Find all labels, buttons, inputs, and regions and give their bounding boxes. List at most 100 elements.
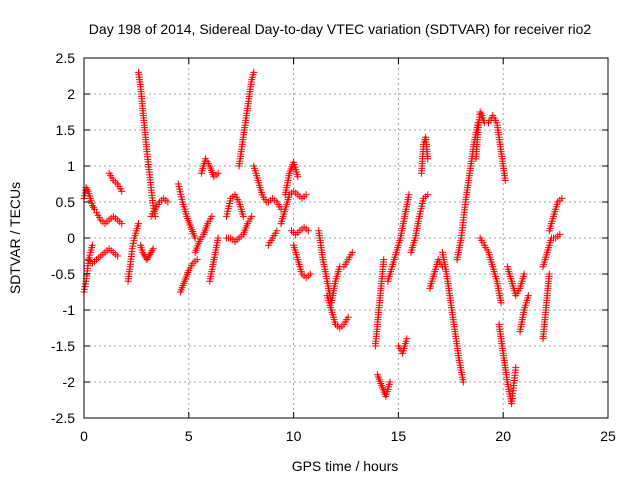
series-arc-27 — [340, 248, 356, 271]
series-arc-31 — [394, 335, 411, 357]
data-point — [424, 191, 432, 199]
series-arc-29 — [373, 371, 394, 400]
y-tick-label: -2.5 — [51, 410, 75, 426]
data-point — [114, 252, 122, 260]
chart-title: Day 198 of 2014, Sidereal Day-to-day VTE… — [89, 21, 592, 37]
x-tick-label: 15 — [391, 428, 407, 444]
y-tick-label: 2 — [67, 86, 75, 102]
data-point — [90, 205, 98, 213]
data-point — [344, 313, 352, 321]
data-point — [193, 256, 201, 264]
series-arc-41 — [503, 263, 528, 300]
data-point — [556, 230, 564, 238]
data-point — [148, 247, 156, 255]
data-point — [208, 212, 216, 220]
series-arc-13 — [197, 155, 222, 181]
series-arc-8 — [137, 241, 157, 264]
series-arc-10 — [174, 180, 199, 242]
data-point — [558, 194, 566, 202]
data-point — [147, 248, 155, 256]
y-tick-label: -1 — [63, 302, 76, 318]
data-point — [405, 191, 413, 199]
data-point — [239, 212, 247, 220]
series-arc-37 — [472, 108, 488, 163]
data-point — [88, 241, 96, 249]
series-arc-35 — [438, 248, 467, 386]
data-point — [476, 108, 484, 116]
data-point — [273, 227, 281, 235]
data-point — [134, 220, 142, 228]
series-arc-26 — [323, 292, 352, 332]
data-point — [512, 364, 520, 372]
series-arc-43 — [539, 270, 553, 343]
grid-lines — [84, 58, 608, 418]
data-point — [304, 227, 312, 235]
data-point — [118, 220, 126, 228]
data-point — [214, 234, 222, 242]
series-arc-25 — [315, 227, 344, 307]
series-arc-6 — [124, 220, 142, 285]
data-point — [164, 198, 172, 206]
y-tick-label: 0.5 — [56, 194, 76, 210]
data-point — [520, 270, 528, 278]
axis-ticks — [83, 57, 609, 419]
data-point — [118, 187, 126, 195]
data-point — [214, 169, 222, 177]
data-point — [424, 155, 432, 163]
series-arc-14 — [206, 234, 222, 285]
series-arc-20 — [264, 227, 281, 249]
series-arc-30 — [384, 191, 413, 285]
data-point — [294, 173, 302, 181]
x-axis-label: GPS time / hours — [292, 458, 399, 474]
data-point — [386, 378, 394, 386]
series-arc-9 — [147, 194, 172, 220]
data-point — [380, 256, 388, 264]
series-arc-16 — [223, 191, 247, 220]
series-arc-38 — [485, 112, 509, 184]
data-point — [545, 270, 553, 278]
y-tick-label: -0.5 — [51, 266, 75, 282]
series-arc-15 — [223, 212, 256, 246]
data-point — [459, 378, 467, 386]
y-tick-label: 0 — [67, 230, 75, 246]
data-point — [89, 203, 97, 211]
series-arc-2 — [80, 184, 98, 213]
series-arc-5 — [105, 169, 126, 195]
series-arc-32 — [407, 191, 432, 256]
y-tick-label: -2 — [63, 374, 76, 390]
series-arc-18 — [250, 162, 270, 206]
series-arc-3 — [84, 245, 122, 267]
data-point — [143, 256, 151, 264]
x-tick-label: 25 — [600, 428, 616, 444]
y-tick-label: 1 — [67, 158, 75, 174]
series-arc-7 — [134, 68, 159, 220]
x-tick-label: 20 — [495, 428, 511, 444]
data-point — [306, 270, 314, 278]
data-point — [88, 202, 96, 210]
data-point — [250, 68, 258, 76]
series-arc-28 — [371, 256, 388, 350]
series-arc-11 — [176, 256, 201, 296]
data-point — [248, 212, 256, 220]
series-arc-22 — [277, 187, 310, 228]
data-point — [145, 252, 153, 260]
series-arc-12 — [191, 212, 216, 256]
series-arc-24 — [290, 241, 314, 282]
series-arc-44 — [545, 194, 566, 235]
series-arc-17 — [235, 68, 258, 170]
y-axis-label: SDTVAR / TECUs — [7, 182, 23, 294]
series-arc-19 — [264, 194, 285, 213]
data-point — [139, 248, 147, 256]
data-point — [403, 335, 411, 343]
data-point — [524, 292, 532, 300]
series-arc-45 — [539, 230, 564, 271]
y-tick-label: 1.5 — [56, 122, 76, 138]
data-point — [477, 110, 485, 118]
series-arc-23 — [288, 223, 312, 238]
y-tick-labels: -2.5 -2 -1.5 -1 -0.5 0 0.5 1 1.5 2 2.5 — [51, 50, 75, 426]
series-arc-33 — [417, 133, 432, 177]
data-point — [146, 250, 154, 258]
data-point — [83, 185, 91, 193]
series-arc-34 — [426, 256, 446, 292]
